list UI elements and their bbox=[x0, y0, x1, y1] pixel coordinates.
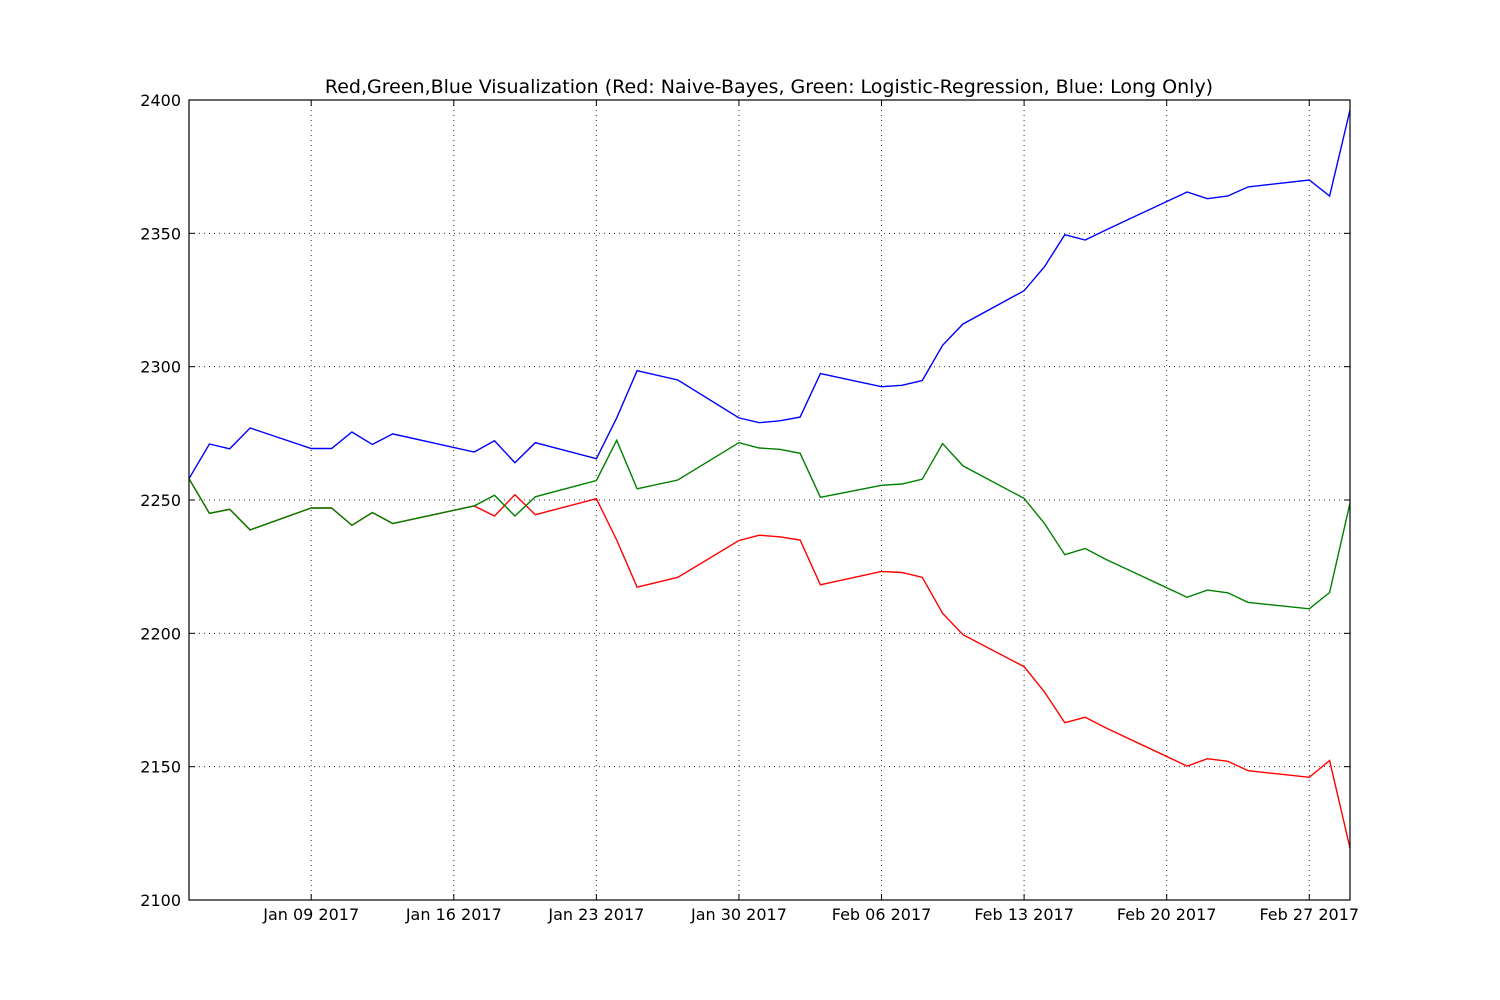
y-axis-ticks: 2100 2150 2200 2250 2300 2350 2400 bbox=[140, 91, 1350, 910]
xtick-label: Feb 20 2017 bbox=[1117, 905, 1217, 924]
xtick-label: Feb 06 2017 bbox=[832, 905, 932, 924]
xtick-label: Jan 23 2017 bbox=[547, 905, 644, 924]
xtick-label: Jan 09 2017 bbox=[262, 905, 359, 924]
grid-layer bbox=[189, 100, 1350, 900]
chart-title: Red,Green,Blue Visualization (Red: Naive… bbox=[325, 76, 1213, 98]
ytick-label: 2100 bbox=[140, 891, 181, 910]
xtick-label: Jan 30 2017 bbox=[690, 905, 787, 924]
ytick-label: 2200 bbox=[140, 624, 181, 643]
ytick-label: 2250 bbox=[140, 491, 181, 510]
series-line-1 bbox=[188, 438, 1351, 610]
ytick-label: 2300 bbox=[140, 358, 181, 377]
x-axis-ticks: Jan 09 2017 Jan 16 2017 Jan 23 2017 Jan 30 … bbox=[262, 100, 1359, 924]
ytick-label: 2350 bbox=[140, 224, 181, 243]
ytick-label: 2400 bbox=[140, 91, 181, 110]
ytick-label: 2150 bbox=[140, 758, 181, 777]
series-line-0 bbox=[188, 478, 1351, 849]
series-layer bbox=[188, 109, 1351, 849]
xtick-label: Feb 27 2017 bbox=[1259, 905, 1359, 924]
xtick-label: Jan 16 2017 bbox=[405, 905, 502, 924]
xtick-label: Feb 13 2017 bbox=[974, 905, 1074, 924]
series-line-2 bbox=[188, 109, 1351, 480]
